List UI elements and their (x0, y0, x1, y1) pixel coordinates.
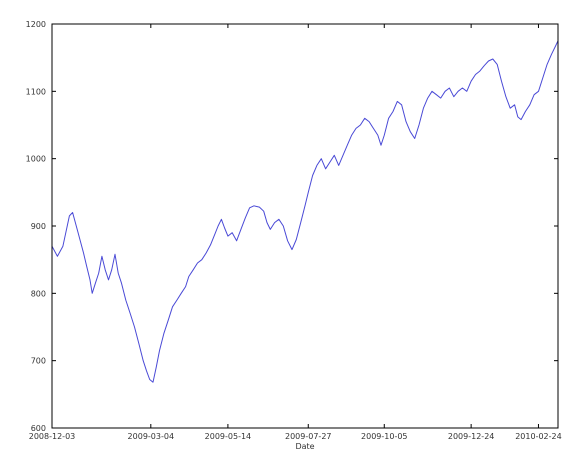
y-tick-label: 700 (31, 357, 46, 366)
x-axis-ticks: 2008-12-03 2009-03-04 2009-05-14 2009-07-27… (29, 24, 562, 441)
x-tick-label: 2009-10-05 (361, 432, 408, 441)
x-tick-label: 2009-12-24 (448, 432, 495, 441)
plot-frame (51, 23, 559, 429)
y-tick-label: 1200 (26, 20, 46, 29)
y-tick-label: 800 (31, 289, 46, 298)
y-axis-ticks: 600 700 800 900 1000 1100 1200 (26, 20, 558, 433)
y-tick-label: 900 (31, 222, 46, 231)
x-axis-title: Date (295, 442, 314, 451)
x-tick-label: 2010-02-24 (515, 432, 562, 441)
series-line (51, 40, 559, 383)
y-tick-label: 1000 (26, 155, 46, 164)
x-tick-label: 2009-05-14 (205, 432, 252, 441)
x-tick-label: 2008-12-03 (29, 432, 76, 441)
y-tick-label: 1100 (26, 87, 46, 96)
x-tick-label: 2009-03-04 (128, 432, 175, 441)
y-tick-label: 600 (31, 424, 46, 433)
x-tick-label: 2009-07-27 (285, 432, 332, 441)
